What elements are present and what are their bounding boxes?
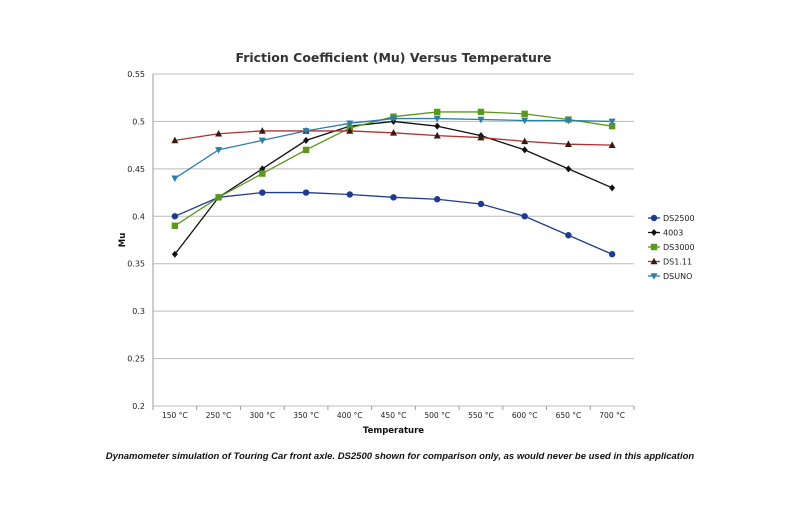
x-tick-label: 600 °C [512, 411, 538, 420]
x-tick-label: 700 °C [599, 411, 625, 420]
data-point [434, 196, 441, 203]
data-point [302, 128, 310, 135]
x-tick-label: 550 °C [468, 411, 494, 420]
data-point [390, 194, 397, 201]
data-point [346, 120, 354, 128]
data-point [477, 133, 485, 141]
data-point [521, 146, 528, 154]
legend-marker [650, 257, 658, 265]
data-point [477, 200, 485, 208]
legend-label: 4003 [663, 229, 683, 238]
data-point [215, 194, 222, 201]
data-point [171, 250, 178, 258]
data-point [521, 110, 528, 118]
x-tick-label: 400 °C [337, 411, 363, 420]
data-point [390, 115, 397, 123]
data-point [434, 108, 441, 116]
y-tick-label: 0.2 [132, 402, 145, 411]
chart-caption: Dynamometer simulation of Touring Car fr… [105, 451, 695, 462]
series-line-DSUNO [174, 117, 613, 179]
x-tick-label: 250 °C [206, 411, 232, 420]
data-point [477, 116, 485, 124]
y-tick-label: 0.4 [132, 212, 145, 221]
legend-marker [651, 229, 657, 236]
data-point [171, 222, 179, 229]
chart-title: Friction Coefficient (Mu) Versus Tempera… [235, 50, 552, 65]
legend-marker [650, 273, 658, 280]
data-point [302, 146, 310, 154]
data-point [521, 137, 529, 145]
data-point [259, 170, 266, 177]
data-point [259, 189, 266, 196]
series-line-DS2500 [174, 191, 613, 255]
data-point [258, 127, 266, 134]
x-tick-label: 650 °C [556, 411, 582, 420]
data-point [433, 131, 441, 139]
y-tick-label: 0.25 [127, 355, 145, 364]
data-point [215, 147, 223, 154]
legend-marker [650, 214, 658, 222]
data-point [521, 213, 528, 220]
y-tick-label: 0.3 [132, 307, 145, 316]
legend-marker [650, 243, 658, 251]
data-point [258, 137, 266, 145]
x-axis-label: Temperature [363, 426, 424, 436]
data-point [171, 175, 179, 183]
data-point [565, 232, 572, 239]
data-point [608, 118, 616, 126]
legend-label: DS3000 [663, 243, 695, 252]
x-tick-label: 300 °C [249, 411, 275, 420]
data-point [608, 251, 616, 258]
data-point [521, 117, 529, 125]
data-point [564, 140, 572, 147]
x-tick-label: 450 °C [381, 411, 407, 420]
data-point [346, 127, 354, 134]
data-point [302, 189, 310, 196]
y-tick-label: 0.5 [132, 117, 145, 126]
data-point [434, 122, 441, 130]
y-tick-label: 0.55 [127, 70, 145, 79]
data-point [303, 136, 310, 144]
data-point [608, 122, 616, 130]
x-tick-label: 150 °C [162, 411, 188, 420]
data-point [390, 129, 397, 136]
data-point [433, 115, 441, 123]
y-axis-label: Mu [118, 233, 128, 248]
x-tick-label: 350 °C [293, 411, 319, 420]
x-tick-label: 500 °C [424, 411, 450, 420]
data-point [171, 136, 179, 144]
legend-label: DS2500 [663, 214, 695, 223]
data-point [565, 165, 572, 173]
y-tick-label: 0.45 [127, 165, 145, 174]
data-point [608, 141, 616, 148]
data-point [171, 213, 179, 220]
data-point [609, 184, 616, 192]
data-point [215, 129, 223, 137]
legend-label: DSUNO [663, 272, 692, 281]
data-point [564, 117, 572, 125]
legend-label: DS1.11 [663, 258, 692, 267]
data-point [346, 191, 353, 198]
series-line-4003 [174, 120, 613, 255]
data-point [477, 108, 485, 116]
y-tick-label: 0.35 [127, 260, 145, 269]
